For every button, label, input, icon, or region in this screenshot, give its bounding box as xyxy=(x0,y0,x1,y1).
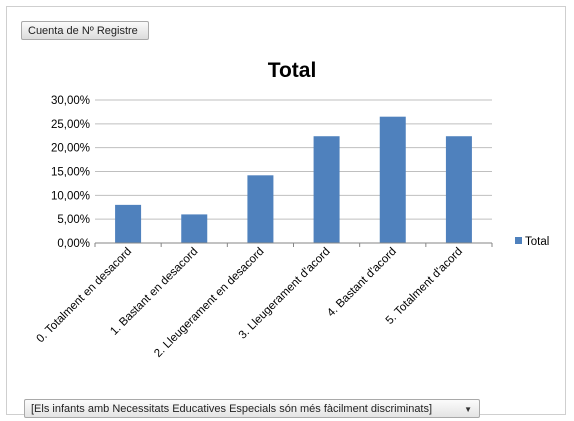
y-tick-label: 0,00% xyxy=(57,238,90,250)
dropdown-arrow-icon[interactable]: ▼ xyxy=(464,405,472,414)
chart-title: Total xyxy=(268,59,317,82)
bar xyxy=(379,116,406,243)
bar xyxy=(115,204,142,243)
legend-label: Total xyxy=(525,236,549,248)
x-axis xyxy=(94,242,493,247)
filter-dropdown[interactable]: [Els infants amb Necessitats Educatives … xyxy=(24,399,480,418)
x-tick-label: 2. Lleugerament en desacord xyxy=(152,246,266,360)
y-tick-label: 30,00% xyxy=(51,95,90,107)
y-tick-label: 15,00% xyxy=(51,167,90,179)
pivot-chart-frame xyxy=(6,6,566,415)
y-tick-label: 20,00% xyxy=(51,143,90,155)
bar xyxy=(247,175,274,243)
field-button-cuenta-registre[interactable]: Cuenta de Nº Registre xyxy=(21,21,149,40)
legend: Total xyxy=(515,236,549,248)
y-tick-label: 10,00% xyxy=(51,190,90,202)
y-tick-label: 5,00% xyxy=(57,214,90,226)
bar xyxy=(313,136,340,243)
gridlines xyxy=(95,99,492,220)
x-tick-label: 4. Bastant d'acord xyxy=(325,246,399,320)
filter-dropdown-value: [Els infants amb Necessitats Educatives … xyxy=(31,403,433,415)
bar xyxy=(445,136,472,243)
y-tick-label: 25,00% xyxy=(51,119,90,131)
bar xyxy=(181,214,208,243)
legend-swatch xyxy=(515,237,522,244)
x-tick-label: 5. Totalment d'acord xyxy=(384,246,465,327)
bars xyxy=(115,116,472,243)
y-axis-tick-labels: 0,00% 5,00% 10,00% 15,00% 20,00% 25,00% 30,00% xyxy=(51,95,90,250)
